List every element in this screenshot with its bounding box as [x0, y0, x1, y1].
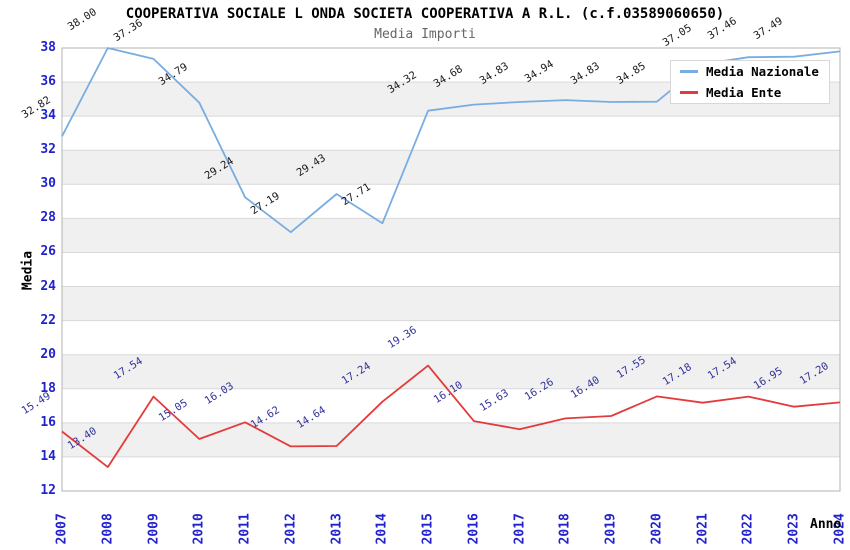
y-axis-title: Media	[20, 250, 36, 291]
x-tick-label: 2009	[146, 513, 162, 545]
x-tick-label: 2014	[374, 513, 390, 545]
y-tick-label: 18	[40, 380, 56, 396]
legend-item-ente: Media Ente	[671, 84, 829, 102]
x-tick-label: 2011	[237, 513, 253, 545]
x-tick-label: 2020	[649, 513, 665, 545]
plot-band	[62, 218, 840, 253]
y-tick-label: 22	[40, 312, 56, 328]
x-tick-label: 2015	[420, 513, 436, 545]
y-tick-label: 14	[40, 448, 56, 464]
plot-band	[62, 286, 840, 321]
x-axis-title: Anno	[810, 517, 842, 532]
plot-band	[62, 422, 840, 457]
plot-frame	[61, 47, 841, 492]
plot-band	[62, 150, 840, 185]
chart-title: COOPERATIVA SOCIALE L ONDA SOCIETA COOPE…	[125, 6, 725, 22]
y-tick-label: 16	[40, 414, 56, 430]
x-tick-label: 2023	[786, 513, 802, 545]
x-tick-label: 2021	[695, 513, 711, 545]
x-tick-label: 2019	[603, 513, 619, 545]
chart-subtitle: Media Importi	[374, 27, 476, 42]
media-ente-line	[61, 364, 841, 469]
y-tick-label: 34	[40, 108, 56, 124]
x-tick-label: 2016	[466, 513, 482, 545]
x-tick-label: 2018	[557, 513, 573, 545]
ente-line-swatch-icon	[680, 91, 698, 94]
legend-label-nazionale: Media Nazionale	[706, 64, 819, 79]
y-tick-label: 38	[40, 40, 56, 55]
x-tick-label: 2022	[740, 513, 756, 545]
nazionale-line-swatch-icon	[680, 70, 698, 73]
x-tick-label: 2017	[512, 513, 528, 545]
y-tick-label: 30	[40, 176, 56, 192]
x-tick-label: 2013	[329, 513, 345, 545]
y-tick-label: 36	[40, 74, 56, 90]
legend-item-nazionale: Media Nazionale	[671, 63, 829, 81]
x-tick-label: 2010	[191, 513, 207, 545]
y-tick-label: 24	[40, 278, 56, 294]
x-tick-label: 2007	[54, 513, 70, 545]
legend-label-ente: Media Ente	[706, 85, 782, 100]
y-tick-label: 32	[40, 142, 56, 158]
y-tick-label: 20	[40, 346, 56, 362]
x-tick-label: 2012	[283, 513, 299, 545]
y-tick-label: 12	[40, 483, 56, 498]
x-tick-label: 2008	[100, 513, 116, 545]
legend: Media Nazionale Media Ente	[670, 60, 830, 104]
y-tick-label: 28	[40, 210, 56, 226]
y-tick-label: 26	[40, 244, 56, 260]
plot-band	[62, 354, 840, 389]
